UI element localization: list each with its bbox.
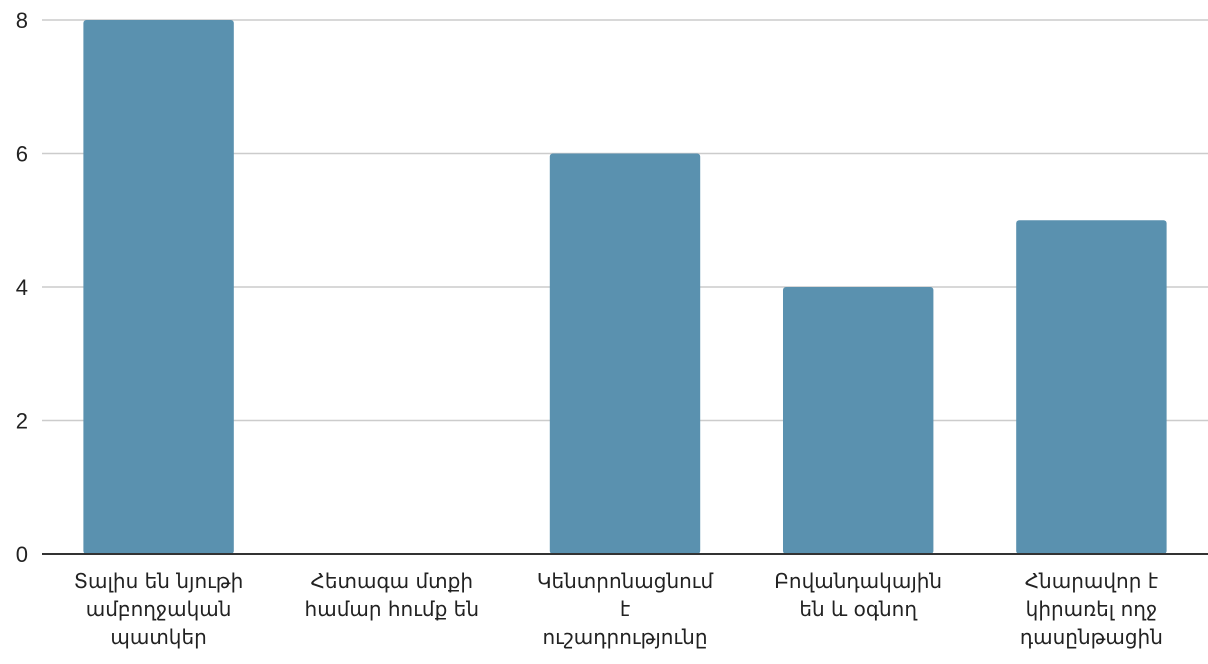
x-category-label: Կենտրոնացնում է ուշադրությունը [537,569,714,649]
x-category-label-line: Բովանդակային [774,569,942,593]
x-axis-labels: Տալիս են նյութի ամբողջական պատկեր Հետագա մտ… [74,569,1163,649]
x-category-label-line: Հետագա մտքի [311,569,474,593]
bar [549,153,701,554]
bar [782,287,934,554]
y-tick-label: 2 [16,409,28,434]
y-tick-label: 4 [16,275,28,300]
x-category-label-line: պատկեր [110,625,206,649]
x-category-label: Տալիս են նյութի ամբողջական պատկեր [74,569,243,649]
x-category-label: Հետագա մտքի համար հումք են [305,569,480,621]
x-category-label-line: ամբողջական [86,597,232,621]
x-category-label-line: համար հումք են [305,597,480,621]
y-tick-label: 8 [16,8,28,33]
x-category-label-line: Կենտրոնացնում [537,569,714,593]
x-category-label: Բովանդակային են և օգնող [774,569,942,621]
bar [1016,220,1167,554]
x-category-label: Հնարավոր է կիրառել ողջ դասընթացին [1020,569,1163,649]
x-category-label-line: ուշադրությունը [542,625,707,649]
x-category-label-line: դասընթացին [1020,625,1163,649]
x-category-label-line: Հնարավոր է [1025,569,1158,593]
y-axis-ticks: 0 2 4 6 8 [16,8,28,567]
y-tick-label: 0 [16,542,28,567]
bars [83,20,1167,554]
y-tick-label: 6 [16,142,28,167]
x-category-label-line: են և օգնող [799,597,918,621]
x-category-label-line: կիրառել ողջ [1026,597,1158,621]
bar [83,20,234,554]
x-category-label-line: Տալիս են նյութի [74,569,243,593]
x-category-label-line: է [620,597,630,621]
